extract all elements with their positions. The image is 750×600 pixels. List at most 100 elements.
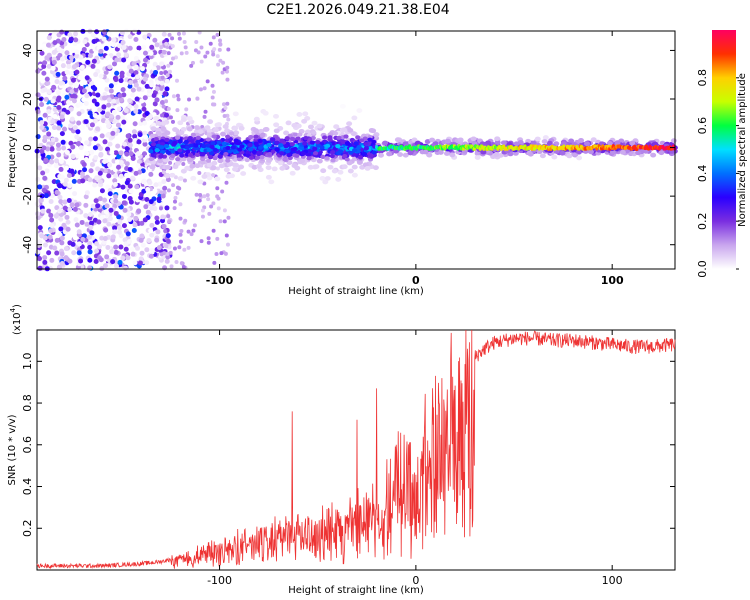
heatmap-cell <box>145 38 151 44</box>
heatmap-cell <box>174 135 181 140</box>
heatmap-cell <box>202 194 207 199</box>
heatmap-cell <box>133 103 139 109</box>
heatmap-cell <box>176 97 181 102</box>
heatmap-cell <box>74 153 80 159</box>
heatmap-cell <box>356 108 363 113</box>
heatmap-cell <box>77 74 83 80</box>
heatmap-cell <box>112 182 118 188</box>
heatmap-cell <box>210 165 217 171</box>
heatmap-cell <box>121 44 127 50</box>
heatmap-cell <box>214 176 221 182</box>
heatmap-cell <box>205 137 211 142</box>
heatmap-cell <box>211 52 216 57</box>
heatmap-cell <box>158 206 163 211</box>
heatmap-cell <box>127 142 133 148</box>
heatmap-cell <box>58 226 64 232</box>
heatmap-cell <box>49 146 55 152</box>
heatmap-cell <box>57 194 63 200</box>
heatmap-cell <box>343 134 349 139</box>
heatmap-cell <box>361 151 368 157</box>
heatmap-cell <box>315 143 321 148</box>
heatmap-cell <box>102 168 108 174</box>
heatmap-cell <box>127 137 133 143</box>
heatmap-cell <box>219 131 226 137</box>
heatmap-cell <box>87 241 93 247</box>
svg-text:(x104): (x104) <box>9 304 23 335</box>
heatmap-cell <box>576 155 583 161</box>
heatmap-cell <box>111 109 117 115</box>
heatmap-cell <box>217 47 222 52</box>
heatmap-cell <box>337 169 344 175</box>
heatmap-cell <box>127 34 133 40</box>
heatmap-cell <box>177 120 184 126</box>
heatmap-cell <box>327 164 334 170</box>
heatmap-cell <box>189 163 196 169</box>
heatmap-cell <box>500 140 507 146</box>
heatmap-cell <box>144 197 150 203</box>
heatmap-cell <box>218 42 223 47</box>
heatmap-cell <box>176 185 181 190</box>
heatmap-cell <box>133 70 139 76</box>
heatmap-cell <box>218 163 225 169</box>
heatmap-cell <box>72 191 78 197</box>
heatmap-cell <box>154 86 160 92</box>
heatmap-cell <box>175 93 180 98</box>
heatmap-cell <box>306 156 312 161</box>
heatmap-cell <box>159 80 165 86</box>
heatmap-cell <box>186 116 193 121</box>
heatmap-cell <box>80 124 86 130</box>
heatmap-cell <box>69 93 75 99</box>
heatmap-cell <box>222 113 227 118</box>
heatmap-cell <box>45 80 51 86</box>
heatmap-cell <box>297 132 303 137</box>
heatmap-cell <box>76 250 82 256</box>
heatmap-cell <box>67 32 73 38</box>
heatmap-cell <box>152 188 158 194</box>
heatmap-cell <box>356 145 362 150</box>
heatmap-cell <box>226 215 231 220</box>
heatmap-cells <box>34 28 678 272</box>
heatmap-cell <box>530 140 537 146</box>
heatmap-cell <box>279 138 285 143</box>
heatmap-cell <box>178 232 183 237</box>
heatmap-cell <box>174 260 179 265</box>
heatmap-cell <box>102 95 108 101</box>
heatmap-cell <box>223 151 229 157</box>
heatmap-cell <box>272 113 279 119</box>
heatmap-cell <box>43 193 49 199</box>
heatmap-cell <box>161 179 167 185</box>
snr-x-tick-label: -100 <box>207 574 232 587</box>
heatmap-cell <box>59 235 65 241</box>
heatmap-cell <box>219 251 224 256</box>
heatmap-cell <box>46 250 52 256</box>
spectrogram-x-label: Height of straight line (km) <box>288 286 424 297</box>
heatmap-cell <box>206 128 213 134</box>
heatmap-cell <box>97 174 103 180</box>
heatmap-cell <box>291 122 298 128</box>
heatmap-cell <box>70 144 76 150</box>
heatmap-cell <box>157 158 164 164</box>
heatmap-cell <box>122 141 128 147</box>
heatmap-cell <box>457 137 464 143</box>
heatmap-cell <box>50 137 56 143</box>
heatmap-cell <box>160 120 167 126</box>
heatmap-cell <box>84 190 90 196</box>
heatmap-cell <box>182 39 187 44</box>
heatmap-cell <box>202 86 207 91</box>
heatmap-cell <box>118 150 124 156</box>
heatmap-cell <box>132 138 138 144</box>
heatmap-cell <box>282 157 288 162</box>
heatmap-cell <box>312 151 319 156</box>
heatmap-cell <box>170 153 176 159</box>
heatmap-cell <box>133 215 139 221</box>
heatmap-cell <box>267 151 273 157</box>
heatmap-cell <box>168 115 173 120</box>
heatmap-cell <box>84 151 90 157</box>
heatmap-cell <box>179 153 185 158</box>
heatmap-cell <box>135 163 141 169</box>
heatmap-cell <box>91 98 97 104</box>
heatmap-cell <box>209 204 214 209</box>
heatmap-cell <box>87 265 93 271</box>
heatmap-cell <box>60 139 66 145</box>
heatmap-cell <box>187 97 192 102</box>
